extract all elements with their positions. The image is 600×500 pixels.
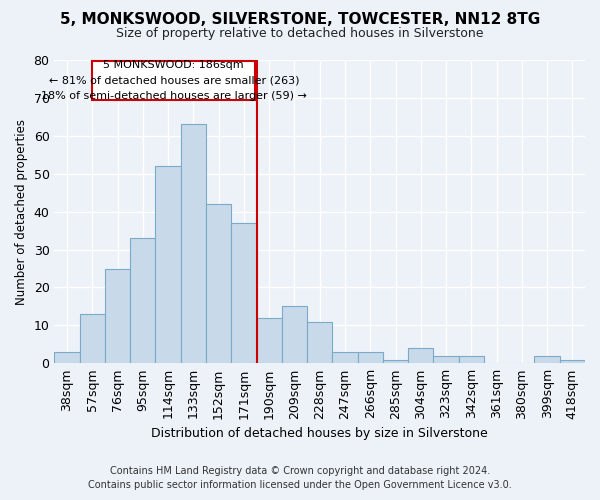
Bar bbox=[155, 166, 181, 364]
Text: 5 MONKSWOOD: 186sqm
← 81% of detached houses are smaller (263)
18% of semi-detac: 5 MONKSWOOD: 186sqm ← 81% of detached ho… bbox=[41, 60, 307, 101]
Text: 5, MONKSWOOD, SILVERSTONE, TOWCESTER, NN12 8TG: 5, MONKSWOOD, SILVERSTONE, TOWCESTER, NN… bbox=[60, 12, 540, 28]
Bar bbox=[257, 318, 282, 364]
Bar bbox=[92, 61, 255, 100]
Text: Contains HM Land Registry data © Crown copyright and database right 2024.
Contai: Contains HM Land Registry data © Crown c… bbox=[88, 466, 512, 490]
Bar bbox=[535, 356, 560, 364]
Bar bbox=[408, 348, 433, 364]
Bar bbox=[282, 306, 307, 364]
Bar bbox=[560, 360, 585, 364]
Bar bbox=[80, 314, 105, 364]
X-axis label: Distribution of detached houses by size in Silverstone: Distribution of detached houses by size … bbox=[151, 427, 488, 440]
Bar bbox=[130, 238, 155, 364]
Y-axis label: Number of detached properties: Number of detached properties bbox=[15, 118, 28, 304]
Bar bbox=[433, 356, 458, 364]
Bar bbox=[358, 352, 383, 364]
Bar bbox=[55, 352, 80, 364]
Bar bbox=[181, 124, 206, 364]
Bar bbox=[206, 204, 231, 364]
Bar bbox=[105, 268, 130, 364]
Bar bbox=[332, 352, 358, 364]
Bar bbox=[307, 322, 332, 364]
Bar bbox=[231, 223, 257, 364]
Bar bbox=[383, 360, 408, 364]
Bar bbox=[458, 356, 484, 364]
Text: Size of property relative to detached houses in Silverstone: Size of property relative to detached ho… bbox=[116, 28, 484, 40]
